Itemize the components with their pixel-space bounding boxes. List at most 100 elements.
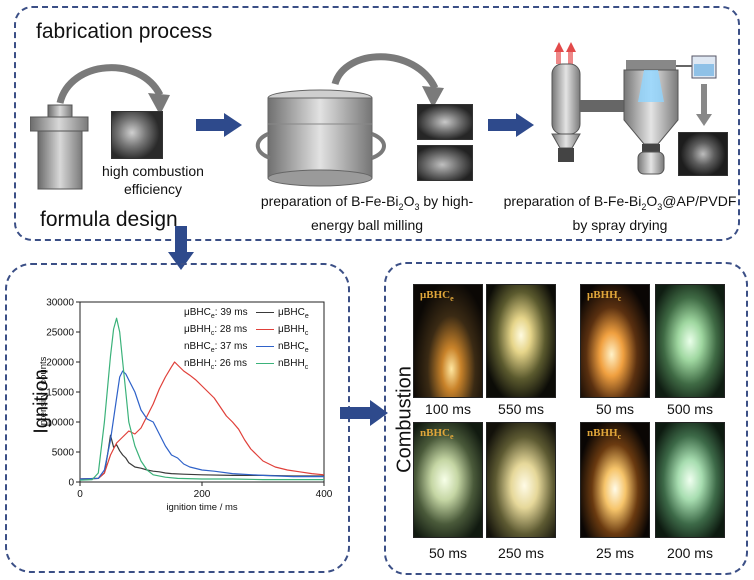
subscript: 3 xyxy=(657,201,663,212)
rotation-arrow-icon xyxy=(371,132,386,160)
reactor-vessel-illustration xyxy=(30,64,170,190)
sample-tag: μBHCe xyxy=(420,289,454,303)
subscript: 2 xyxy=(641,201,647,212)
combustion-photo xyxy=(655,284,725,398)
subscript: e xyxy=(449,432,454,442)
legend-swatch xyxy=(256,311,274,313)
legend-label: nBHH xyxy=(278,358,305,369)
x-tick-label: 0 xyxy=(77,489,83,500)
ball-mill-illustration xyxy=(255,53,444,187)
legend-label: μBHH xyxy=(278,324,305,335)
step1-caption-line2: efficiency xyxy=(123,181,183,197)
subscript: c xyxy=(304,364,309,371)
combustion-photo xyxy=(486,422,556,538)
step3-caption-text: preparation of B-Fe-Bi xyxy=(503,193,642,209)
series-line xyxy=(79,370,324,480)
photo-time-label: 50 ms xyxy=(428,545,468,561)
down-arrow xyxy=(168,226,194,270)
series-line xyxy=(79,317,324,481)
step3-caption-text: @AP/PVDF xyxy=(662,193,737,209)
sem-image xyxy=(678,132,728,176)
formula-design-label: formula design xyxy=(40,208,178,231)
y-tick-label: 30000 xyxy=(46,298,74,309)
subscript: 2 xyxy=(398,201,404,212)
delay-value: : 39 ms xyxy=(214,307,248,318)
step3-caption-text: O xyxy=(646,193,658,209)
step3-caption-line2: by spray drying xyxy=(572,216,668,233)
subscript: e xyxy=(450,294,454,304)
spray-dryer-illustration xyxy=(551,42,717,175)
delay-label: nBHC xyxy=(184,341,211,352)
legend-swatch xyxy=(256,328,274,330)
subscript: c xyxy=(617,294,622,304)
step2-caption-line2: energy ball milling xyxy=(310,216,424,233)
sample-tag-text: nBHC xyxy=(420,427,450,439)
step3-caption: preparation of B-Fe-Bi2O3@AP/PVDF by spr… xyxy=(496,192,744,234)
subscript: c xyxy=(210,364,215,371)
legend-label: μBHC xyxy=(278,307,305,318)
sample-tag-text: μBHC xyxy=(420,289,451,301)
combustion-photo: nBHHc xyxy=(580,422,650,538)
sample-tag-text: nBHH xyxy=(587,427,618,439)
sample-tag-text: μBHH xyxy=(587,289,618,301)
delay-item: nBHHc: 26 ms xyxy=(184,357,248,374)
sem-image xyxy=(417,104,473,140)
combustion-photo xyxy=(655,422,725,538)
step1-caption-line1: high combustion xyxy=(102,163,204,179)
process-arrow-3 xyxy=(340,400,388,426)
y-axis-label: intensity / counts xyxy=(38,356,49,427)
delay-value: : 28 ms xyxy=(214,324,248,335)
delay-label: μBHC xyxy=(184,307,211,318)
sem-image xyxy=(111,111,163,159)
step2-caption-text: preparation of B-Fe-Bi xyxy=(260,193,399,209)
fabrication-title: fabrication process xyxy=(36,20,213,43)
x-axis-label: ignition time / ms xyxy=(166,502,238,513)
y-tick-label: 20000 xyxy=(46,358,74,369)
legend-label: nBHC xyxy=(278,341,305,352)
delay-label: nBHH xyxy=(184,358,211,369)
subscript: e xyxy=(210,313,215,320)
sem-image xyxy=(417,145,473,181)
subscript: e xyxy=(304,313,309,320)
legend-item: μBHHc xyxy=(256,323,309,340)
curved-arrow-icon xyxy=(56,64,164,105)
process-arrow-1 xyxy=(196,113,242,137)
sample-tag: nBHCe xyxy=(420,427,454,441)
fabrication-panel xyxy=(14,6,740,241)
delay-value: : 26 ms xyxy=(214,358,247,369)
legend-item: μBHCe xyxy=(256,306,309,323)
hot-air-arrow-icon xyxy=(566,42,576,52)
subscript: c xyxy=(617,432,622,442)
combustion-photo: μBHCe xyxy=(413,284,483,398)
curved-arrow-icon xyxy=(331,53,439,90)
delay-value: : 37 ms xyxy=(214,341,248,352)
photo-time-label: 200 ms xyxy=(667,545,713,561)
combustion-photo: nBHCe xyxy=(413,422,483,538)
hot-air-arrow-icon xyxy=(554,42,564,52)
subscript: 3 xyxy=(414,201,420,212)
combustion-photo xyxy=(486,284,556,398)
y-tick-label: 5000 xyxy=(52,448,75,459)
x-tick-label: 400 xyxy=(316,489,333,500)
step2-caption-text: by high- xyxy=(419,193,474,209)
step2-caption: preparation of B-Fe-Bi2O3 by high- energ… xyxy=(238,192,496,234)
y-tick-label: 15000 xyxy=(46,388,74,399)
photo-time-label: 50 ms xyxy=(595,401,635,417)
subscript: e xyxy=(304,347,309,354)
delay-item: μBHHc: 28 ms xyxy=(184,323,248,340)
legend-swatch xyxy=(256,345,274,347)
subscript: c xyxy=(210,330,215,337)
subscript: e xyxy=(210,347,215,354)
chart-legend: μBHCe μBHHc nBHCe nBHHc xyxy=(256,306,309,374)
ignition-chart: 0 5000 10000 15000 20000 25000 30000 0 200 400 ign… xyxy=(38,298,333,514)
rotation-arrow-icon xyxy=(255,132,271,160)
series-line xyxy=(79,361,325,480)
delay-item: μBHCe: 39 ms xyxy=(184,306,248,323)
delay-item: nBHCe: 37 ms xyxy=(184,340,248,357)
process-arrow-2 xyxy=(488,113,534,137)
series-line xyxy=(79,434,324,480)
x-tick-label: 200 xyxy=(194,489,211,500)
combustion-photo: μBHHc xyxy=(580,284,650,398)
y-tick-label: 10000 xyxy=(46,418,74,429)
step2-caption-text: O xyxy=(403,193,415,209)
